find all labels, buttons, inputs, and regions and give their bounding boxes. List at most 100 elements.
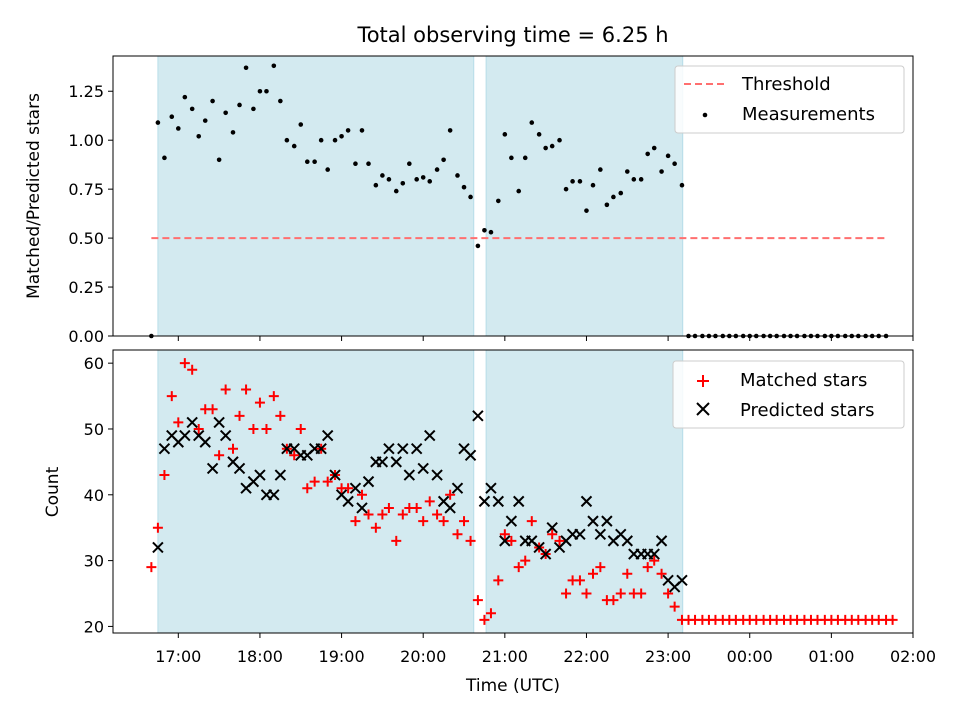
bottom-series-0-point-9 <box>207 404 218 415</box>
bottom-series-1-point-29 <box>349 482 362 494</box>
top-observing-windows <box>157 55 684 337</box>
bottom-series-0-point-10 <box>214 450 225 461</box>
top-legend: Threshold Measurements <box>674 65 905 134</box>
bottom-series-0-point-21 <box>289 450 300 461</box>
bottom-observing-windows <box>157 349 684 634</box>
top-panel: 0.00 0.25 0.50 0.75 1.00 1.25 Matched/Predict… <box>24 55 914 346</box>
top-y-axis-label: Matched/Predicted stars <box>24 93 44 299</box>
top-series-1-point-18 <box>271 63 277 69</box>
top-series-1-point-9 <box>210 98 215 104</box>
bottom-y-tick-label-1: 30 <box>84 552 104 571</box>
bottom-series-0-point-52 <box>499 529 510 540</box>
bottom-series-0-point-47 <box>465 535 476 546</box>
bottom-series-1-point-35 <box>390 456 402 468</box>
bottom-series-1-point-36 <box>397 443 409 455</box>
bottom-series-1-point-63 <box>580 495 593 508</box>
bottom-series-1-point-73 <box>648 548 660 560</box>
legend-measurements-swatch <box>702 112 708 118</box>
bottom-series-0-point-17 <box>261 423 272 434</box>
top-series-1-point-32 <box>366 161 371 166</box>
top-series-1-point-42 <box>434 167 440 172</box>
bottom-series-1-point-24 <box>315 443 327 455</box>
bottom-series-0-point-42 <box>432 509 443 520</box>
top-series-1-point-46 <box>461 184 467 190</box>
bottom-series-1-point-41 <box>431 469 443 481</box>
x-tick-label-7: 00:00 <box>727 647 773 666</box>
top-series-1-point-16 <box>257 88 263 94</box>
bottom-series-1-point-30 <box>356 502 368 514</box>
top-series-1-point-23 <box>304 159 310 165</box>
top-series-1-point-52 <box>502 132 508 137</box>
x-tick-label-9: 02:00 <box>890 647 936 666</box>
bottom-series-0-point-41 <box>424 496 435 507</box>
top-series-1-point-2 <box>162 155 167 161</box>
bottom-series-0-point-14 <box>241 384 252 395</box>
top-series-1-point-64 <box>584 208 589 213</box>
top-series-1-point-76 <box>665 153 671 159</box>
bottom-y-tick-label-0: 20 <box>84 617 104 636</box>
top-series-1-point-21 <box>291 143 297 149</box>
top-series-1-point-38 <box>407 161 412 166</box>
bottom-series-0-point-5 <box>179 358 190 369</box>
bottom-series-0-point-23 <box>302 483 313 494</box>
bottom-observing-window-0 <box>157 349 475 634</box>
bottom-series-0-point-36 <box>391 535 402 546</box>
top-series-1-point-73 <box>645 151 650 157</box>
bottom-series-0-point-56 <box>526 516 537 527</box>
bottom-axes-frame <box>112 349 914 634</box>
bottom-series-0-point-43 <box>438 516 449 527</box>
top-series-1-point-43 <box>441 157 446 163</box>
top-series-1-point-12 <box>230 130 236 135</box>
bottom-series-0-point-53 <box>506 535 517 546</box>
bottom-series-0-point-1 <box>152 522 163 533</box>
legend-matched-swatch <box>697 375 709 387</box>
bottom-series-1-point-8 <box>206 462 219 475</box>
bottom-legend-frame <box>672 360 905 429</box>
top-series-1-point-55 <box>522 155 528 161</box>
top-series-1-point-6 <box>189 106 195 112</box>
top-series-1-point-5 <box>182 94 188 100</box>
top-series-1-point-29 <box>345 128 351 133</box>
bottom-series-1-point-15 <box>254 469 266 481</box>
bottom-series-1-point-12 <box>233 462 246 475</box>
bottom-series-1-point-4 <box>179 429 191 442</box>
bottom-series-1-point-5 <box>186 416 198 429</box>
legend-matched-label: Matched stars <box>740 370 867 391</box>
bottom-series-0-point-6 <box>187 364 198 375</box>
bottom-series-1-point-77 <box>676 574 688 587</box>
top-series-1-point-41 <box>427 179 433 184</box>
bottom-series-0-point-69 <box>615 588 626 599</box>
top-axes: 0.00 0.25 0.50 0.75 1.00 1.25 <box>68 82 914 346</box>
bottom-series-0-point-65 <box>588 568 598 579</box>
bottom-series-1-point-17 <box>268 489 280 501</box>
legend-measurements-label: Measurements <box>742 104 875 125</box>
bottom-series-0-point-29 <box>343 483 354 494</box>
bottom-series-1-point-57 <box>539 548 552 560</box>
bottom-series-0-point-109 <box>887 614 898 625</box>
bottom-series-0-point-61 <box>561 588 572 599</box>
legend-predicted-swatch <box>696 402 710 416</box>
top-series-1-point-30 <box>353 161 358 166</box>
bottom-series-1-point-50 <box>492 495 505 508</box>
top-series-1-point-45 <box>455 173 460 178</box>
bottom-series-1-point-65 <box>594 528 607 540</box>
bottom-series-1-point-40 <box>424 429 436 442</box>
top-series-1-point-68 <box>611 194 616 200</box>
x-tick-label-6: 23:00 <box>645 647 691 666</box>
bottom-series-1-point-53 <box>513 495 525 508</box>
bottom-series-0-point-59 <box>547 529 558 540</box>
top-series-1-point-66 <box>598 167 603 172</box>
x-tick-label-5: 22:00 <box>563 647 609 666</box>
bottom-series-0-point-40 <box>418 516 429 527</box>
top-series-1-point-72 <box>638 177 644 182</box>
top-series-1-point-3 <box>169 114 175 119</box>
bottom-series-1-point-33 <box>376 456 389 468</box>
top-series-1-point-39 <box>414 177 419 182</box>
bottom-series-0-point-64 <box>581 588 592 599</box>
bottom-series-0-point-68 <box>608 595 619 606</box>
top-series-1-point-13 <box>237 102 242 108</box>
bottom-series-0-point-30 <box>350 516 361 527</box>
top-series-1-point-61 <box>563 186 569 192</box>
top-series-1-point-35 <box>386 177 392 182</box>
